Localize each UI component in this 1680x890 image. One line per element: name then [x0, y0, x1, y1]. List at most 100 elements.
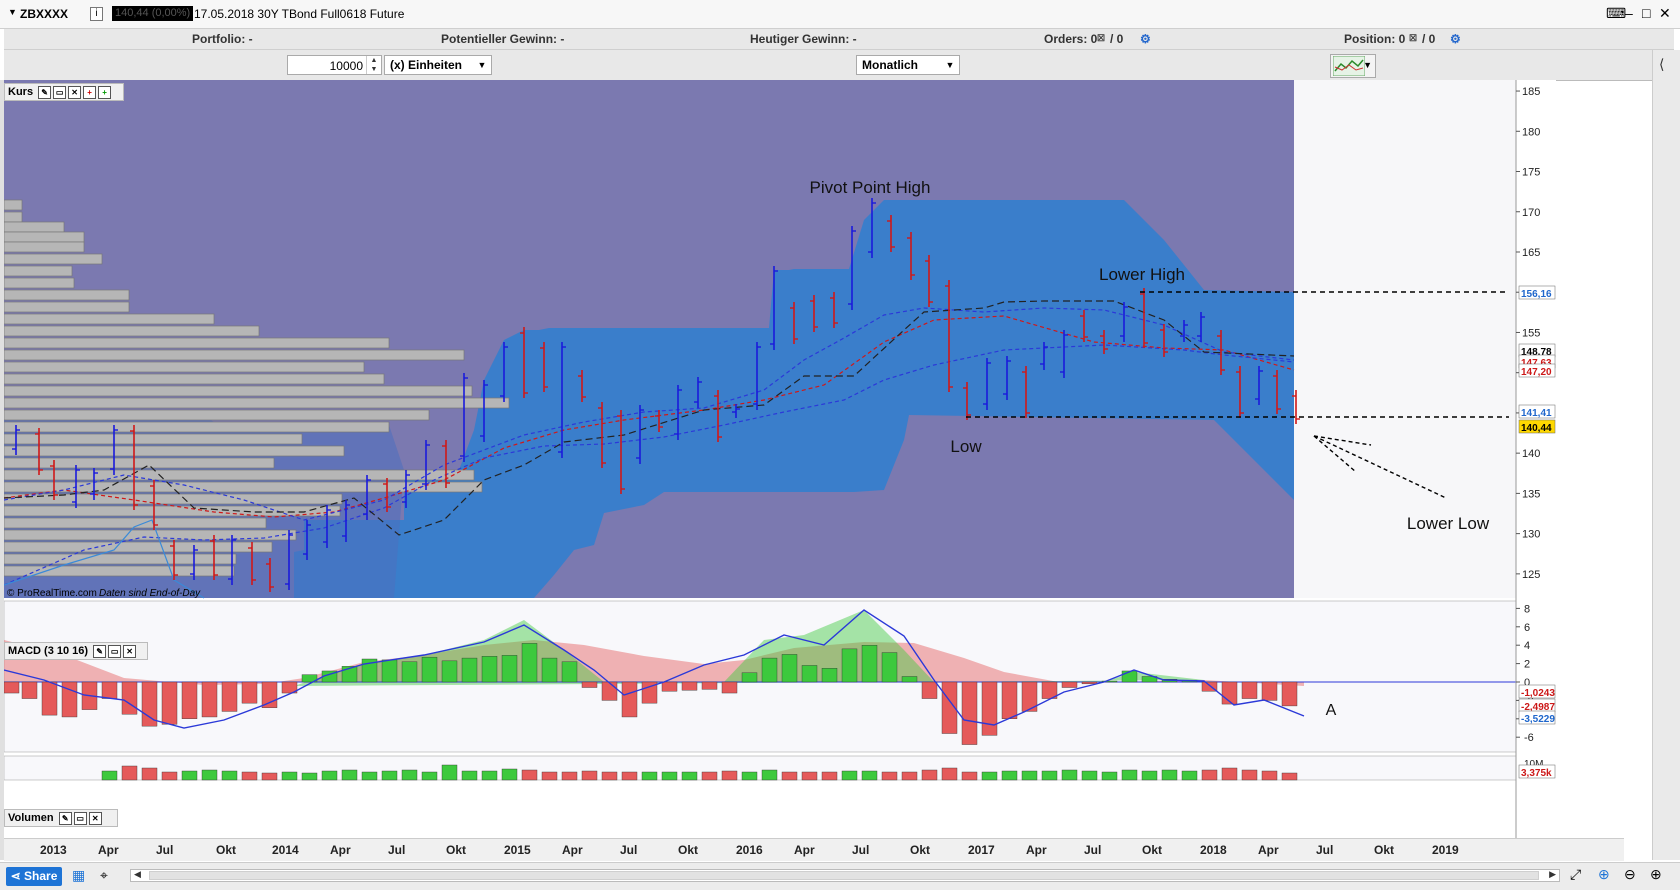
volume-bar: [221, 770, 238, 781]
zoom-auto-icon[interactable]: ⊕: [1598, 866, 1610, 882]
projection-line-1: [1313, 435, 1372, 446]
macd-badge-1: -1,0243: [1521, 688, 1555, 699]
wrench-icon[interactable]: ✎: [93, 644, 107, 658]
volume-bar: [1141, 770, 1158, 781]
price-tick-label: 125: [1522, 569, 1540, 581]
chart-area[interactable]: Pivot Point High Lower High Low Lower Lo…: [4, 80, 1652, 838]
close-icon[interactable]: ✕: [123, 644, 137, 658]
price-tick-label: 185: [1522, 86, 1540, 98]
volume-profile-bar: [4, 337, 390, 349]
volume-profile-bar: [4, 385, 473, 397]
volume-bar: [681, 771, 698, 781]
window-icon[interactable]: ▭: [108, 644, 122, 658]
macd-line: [4, 609, 1305, 729]
macd-histogram-bar: [21, 681, 38, 699]
zoom-fit-icon[interactable]: ⤢: [1570, 866, 1582, 882]
macd-histogram-bar: [801, 665, 818, 683]
macd-histogram-bar: [621, 681, 638, 718]
window-icon[interactable]: ▭: [53, 85, 67, 99]
volume-profile-bar: [4, 457, 275, 469]
macd-histogram-bar: [441, 660, 458, 683]
orders-slash: / 0: [1110, 32, 1124, 46]
wrench-icon[interactable]: ✎: [38, 85, 52, 99]
wrench-icon[interactable]: ✎: [58, 811, 72, 825]
quantity-stepper[interactable]: 10000 ▲ ▼: [287, 55, 382, 75]
add-red-icon[interactable]: +: [83, 85, 97, 99]
price-tick-label: 135: [1522, 488, 1540, 500]
position-close-icon[interactable]: ☒: [1409, 33, 1418, 43]
macd-histogram-bar: [1021, 681, 1038, 712]
time-axis-label: Okt: [910, 843, 931, 857]
volume-tick-label: 10M: [1524, 759, 1543, 770]
chevron-down-icon[interactable]: ▼: [945, 60, 955, 70]
zoom-in-icon[interactable]: ⊕: [1650, 866, 1662, 882]
macd-histogram-bar: [1121, 670, 1138, 683]
portfolio-label: Portfolio: -: [192, 32, 253, 46]
stepper-arrows-icon[interactable]: ▲ ▼: [366, 56, 381, 74]
unit-select[interactable]: (x) Einheiten ▼: [384, 55, 492, 75]
time-axis[interactable]: 2013 Apr Jul Okt 2014 Apr Jul Okt 2015 Apr Jul Okt 2…: [4, 838, 1624, 861]
potential-gain-label: Potentieller Gewinn: -: [441, 32, 565, 46]
zoom-out-icon[interactable]: ⊖: [1624, 866, 1636, 882]
keyboard-icon[interactable]: ⌨: [1606, 5, 1627, 21]
scroll-left-icon[interactable]: ◀: [134, 869, 141, 879]
symbol-label[interactable]: ZBXXXX: [20, 7, 69, 21]
macd-histogram-bar: [1241, 681, 1258, 699]
volume-bar: [1081, 770, 1098, 781]
volume-bar: [861, 770, 878, 781]
volume-bar: [601, 771, 618, 781]
info-icon[interactable]: i: [90, 7, 103, 21]
period-select[interactable]: Monatlich ▼: [856, 55, 960, 75]
volume-bar: [1261, 770, 1278, 781]
maximize-icon[interactable]: □: [1642, 5, 1651, 21]
close-icon[interactable]: ✕: [1659, 5, 1671, 21]
macd-background: [4, 600, 1517, 753]
scroll-right-icon[interactable]: ▶: [1549, 869, 1556, 879]
annotations: Pivot Point High Lower High Low Lower Lo…: [7, 178, 1490, 719]
ma-blue-line-lower: [4, 344, 1295, 586]
volume-profile-bar: [4, 253, 103, 265]
macd-histogram-bar: [601, 681, 618, 701]
volume-profile-bar: [4, 277, 75, 289]
volume-bar: [881, 771, 898, 781]
chevron-down-icon[interactable]: ▼: [8, 7, 17, 17]
volume-bar: [341, 769, 358, 781]
position-settings-icon[interactable]: ⚙: [1450, 32, 1461, 46]
macd-histogram-bar: [1081, 681, 1098, 685]
volume-bar: [621, 771, 638, 781]
grid-chart-icon[interactable]: ▦: [72, 867, 86, 883]
volume-bar: [1181, 770, 1198, 781]
add-green-icon[interactable]: +: [98, 85, 112, 99]
window-icon[interactable]: ▭: [73, 811, 87, 825]
volume-profile-bar: [4, 553, 237, 565]
volume-profile-bar: [4, 241, 85, 253]
projection-line-3: [1313, 435, 1447, 499]
orders-close-icon[interactable]: ☒: [1097, 33, 1106, 43]
volume-bar: [181, 770, 198, 781]
price-badge-156: 156,16: [1521, 289, 1552, 300]
chevron-down-icon[interactable]: ▼: [477, 60, 487, 70]
volume-profile-bar: [4, 349, 465, 361]
close-icon[interactable]: ✕: [68, 85, 82, 99]
cursor-icon[interactable]: ⌖: [100, 867, 108, 883]
time-axis-label: Okt: [1142, 843, 1163, 857]
price-badge-156-box: [1518, 285, 1556, 300]
collapse-panel-icon[interactable]: ⟨: [1659, 56, 1665, 72]
orders-settings-icon[interactable]: ⚙: [1140, 32, 1151, 46]
macd-histogram-bar: [781, 654, 798, 683]
macd-histogram-bar: [541, 657, 558, 683]
time-axis-label: 2016: [736, 843, 763, 857]
share-button[interactable]: ⋖ Share: [6, 867, 62, 886]
macd-histogram-bar: [1141, 676, 1158, 683]
volume-panel-label: Volumen ✎ ▭ ✕: [4, 809, 118, 827]
chevron-down-icon[interactable]: ▼: [1363, 60, 1372, 70]
indicator-button[interactable]: ▼: [1330, 54, 1376, 78]
volume-panel-title: Volumen: [8, 812, 54, 824]
minimize-icon[interactable]: –: [1625, 5, 1633, 21]
scroll-thumb[interactable]: [149, 871, 1539, 880]
time-axis-label: Jul: [1084, 843, 1102, 857]
time-scrollbar[interactable]: ◀ ▶: [130, 869, 1560, 882]
future-region: [1294, 80, 1516, 598]
volume-bar: [1201, 769, 1218, 781]
close-icon[interactable]: ✕: [88, 811, 102, 825]
